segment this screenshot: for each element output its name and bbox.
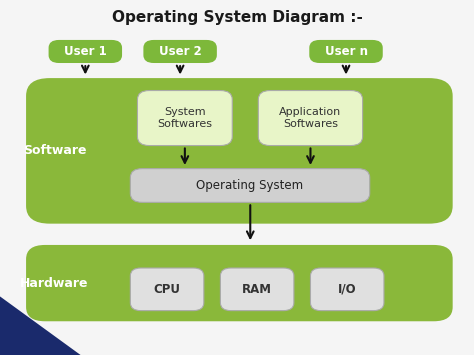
Text: User 1: User 1 — [64, 45, 107, 58]
Text: Hardware: Hardware — [20, 277, 89, 290]
FancyBboxPatch shape — [48, 40, 122, 63]
Text: Operating System Diagram :-: Operating System Diagram :- — [111, 10, 363, 25]
Text: System
Softwares: System Softwares — [157, 107, 212, 129]
FancyBboxPatch shape — [220, 268, 294, 311]
Text: CPU: CPU — [154, 283, 181, 296]
Text: User 2: User 2 — [159, 45, 201, 58]
Text: I/O: I/O — [338, 283, 356, 296]
Polygon shape — [0, 296, 81, 355]
FancyBboxPatch shape — [130, 169, 370, 202]
FancyBboxPatch shape — [143, 40, 217, 63]
Text: Operating System: Operating System — [196, 179, 304, 192]
Text: Software: Software — [23, 144, 86, 157]
FancyBboxPatch shape — [26, 78, 453, 224]
FancyBboxPatch shape — [310, 268, 384, 311]
FancyBboxPatch shape — [130, 268, 204, 311]
Text: Application
Softwares: Application Softwares — [279, 107, 342, 129]
Text: RAM: RAM — [242, 283, 272, 296]
FancyBboxPatch shape — [137, 91, 232, 146]
Text: User n: User n — [325, 45, 367, 58]
FancyBboxPatch shape — [258, 91, 363, 146]
FancyBboxPatch shape — [309, 40, 383, 63]
FancyBboxPatch shape — [26, 245, 453, 321]
